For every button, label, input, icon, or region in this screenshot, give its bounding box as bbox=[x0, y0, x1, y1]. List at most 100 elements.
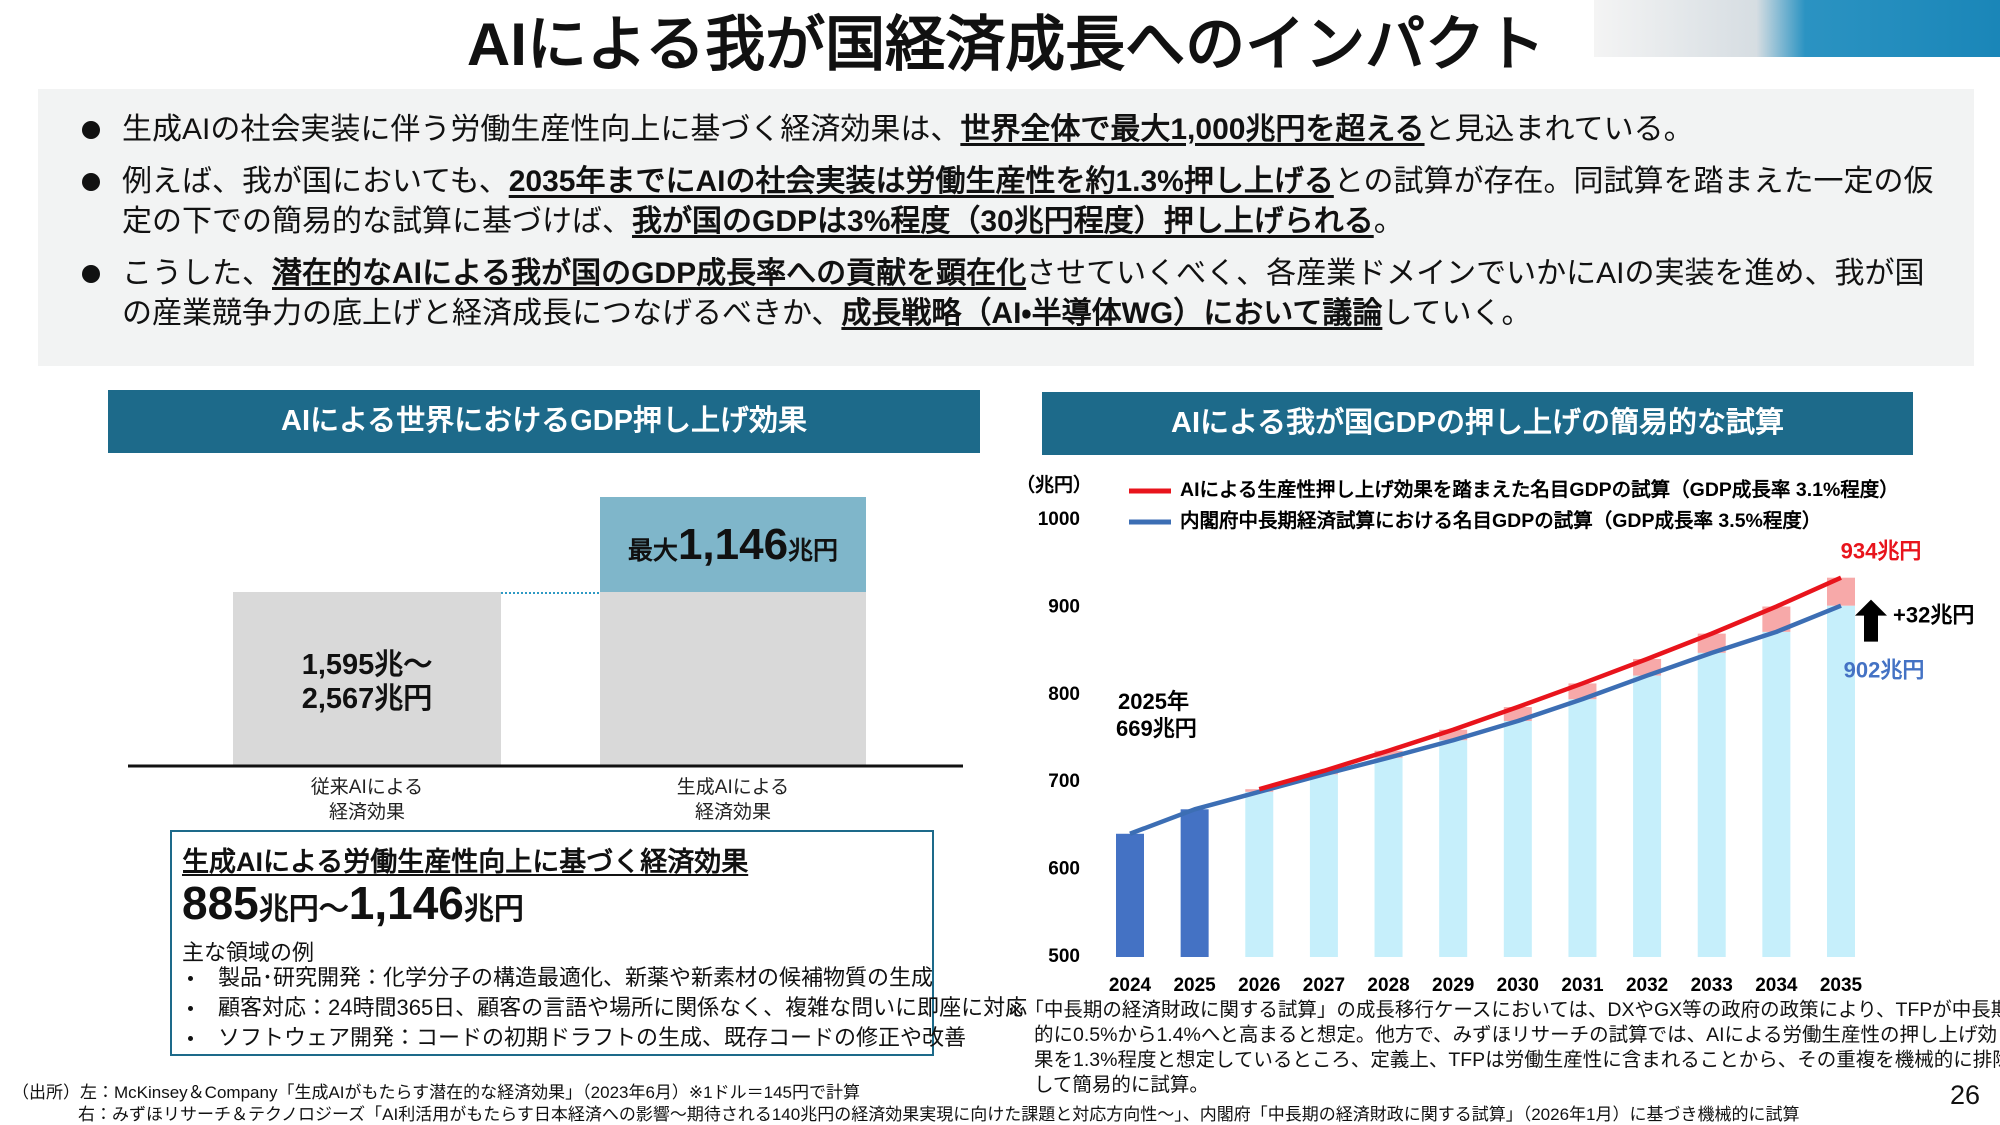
range-part: 1,146 bbox=[348, 877, 464, 929]
category-line: 生成AIによる bbox=[676, 777, 790, 798]
page-number: 26 bbox=[1950, 1080, 1981, 1110]
box-subtitle: 主な領域の例 bbox=[182, 940, 315, 965]
bullet-dot bbox=[82, 173, 100, 191]
x-tick-label: 2031 bbox=[1561, 975, 1604, 996]
bar-label-part: 最大 bbox=[627, 537, 678, 565]
corner-decoration bbox=[1594, 0, 2000, 57]
emphasis-text: 成長戦略（AI・半導体WG）において議論 bbox=[841, 297, 1383, 330]
summary-box bbox=[38, 89, 1974, 366]
bullet-text: こうした、 bbox=[122, 257, 272, 290]
y-tick-label: 900 bbox=[1048, 596, 1080, 617]
category-line: 従来AIによる bbox=[310, 777, 424, 798]
annotation: +32兆円 bbox=[1893, 602, 1974, 627]
annotation: 2025年 bbox=[1118, 689, 1189, 714]
category-label: 従来AIによる 経済効果 bbox=[233, 775, 501, 825]
box-title: 生成AIによる労働生産性向上に基づく経済効果 bbox=[182, 847, 749, 877]
bullet-list: 生成AIの社会実装に伴う労働生産性向上に基づく経済効果は、世界全体で最大1,00… bbox=[70, 110, 1950, 346]
x-tick-label: 2027 bbox=[1303, 975, 1345, 996]
x-tick-label: 2035 bbox=[1820, 975, 1863, 996]
bullet-text: との試算が存在。同試算を踏まえた一定の仮定の下での簡易的な試算に基づけば、 bbox=[122, 165, 1934, 238]
bar bbox=[1309, 774, 1338, 957]
emphasis-text: 2035年までにAIの社会実装は労働生産性を約1.3%押し上げる bbox=[508, 165, 1334, 198]
box-item: 製品･研究開発：化学分子の構造最適化、新薬や新素材の候補物質の生成 bbox=[182, 963, 1027, 993]
y-tick-label: 1000 bbox=[1038, 509, 1080, 530]
source: （出所）左：McKinsey＆Company「生成AIがもたらす潜在的な経済効果… bbox=[12, 1083, 860, 1102]
bar-label: 1,595兆～ 2,567兆円 bbox=[233, 648, 501, 716]
y-unit: （兆円） bbox=[1016, 473, 1092, 496]
annotation: 934兆円 bbox=[1841, 538, 1922, 563]
bullet-dot bbox=[82, 121, 100, 139]
bar bbox=[1374, 757, 1403, 957]
annotation: 669兆円 bbox=[1116, 716, 1197, 741]
bar-generative-base bbox=[600, 592, 866, 765]
y-tick-label: 500 bbox=[1048, 946, 1080, 967]
emphasis-text: 我が国のGDPは3%程度（30兆円程度）押し上げられる bbox=[632, 205, 1374, 238]
x-tick-label: 2032 bbox=[1626, 975, 1668, 996]
increment-bar bbox=[1439, 729, 1468, 741]
right-header: AIによる我が国GDPの押し上げの簡易的な試算 bbox=[1042, 392, 1913, 455]
bullet-text: していく。 bbox=[1382, 297, 1532, 330]
bar-label-line: 2,567兆円 bbox=[301, 683, 433, 715]
legend-label: AIによる生産性押し上げ効果を踏まえた名目GDPの試算（GDP成長率 3.1%程… bbox=[1180, 478, 1899, 501]
bullet: こうした、潜在的なAIによる我が国のGDP成長率への貢献を顕在化させていくべく、… bbox=[70, 254, 1950, 334]
x-tick-label: 2033 bbox=[1691, 975, 1733, 996]
bullet-text: させていくべく、各産業ドメインでいかにAIの実装を進め、我が国の産業競争力の底上… bbox=[122, 257, 1925, 330]
source: 右：みずほリサーチ＆テクノロジーズ「AI利活用がもたらす日本経済への影響～期待さ… bbox=[78, 1105, 1800, 1124]
y-tick-label: 700 bbox=[1048, 771, 1080, 792]
category-label: 生成AIによる 経済効果 bbox=[600, 775, 866, 825]
bar-label-part: 兆円 bbox=[788, 537, 839, 565]
x-tick-label: 2029 bbox=[1432, 975, 1474, 996]
effect-box: 生成AIによる労働生産性向上に基づく経済効果 885兆円～1,146兆円 主な領… bbox=[170, 830, 1027, 1056]
y-tick-label: 800 bbox=[1048, 684, 1080, 705]
bullet: 例えば、我が国においても、2035年までにAIの社会実装は労働生産性を約1.3%… bbox=[70, 162, 1950, 242]
bar bbox=[1439, 740, 1468, 957]
bar bbox=[1827, 605, 1855, 957]
increment-bar bbox=[1374, 750, 1403, 758]
annotation: 902兆円 bbox=[1844, 657, 1925, 682]
x-tick-label: 2034 bbox=[1755, 975, 1798, 996]
x-tick-label: 2026 bbox=[1238, 975, 1280, 996]
bar-generative-top bbox=[600, 497, 866, 592]
bar bbox=[1180, 809, 1209, 957]
x-tick-label: 2030 bbox=[1497, 975, 1539, 996]
box-range: 885兆円～1,146兆円 bbox=[182, 876, 524, 930]
box-item: 顧客対応：24時間365日、顧客の言語や場所に関係なく、複雑な問いに即座に対応 bbox=[182, 993, 1027, 1023]
bar bbox=[1503, 721, 1532, 957]
bar-label-line: 1,595兆～ bbox=[301, 649, 433, 681]
x-tick-label: 2024 bbox=[1109, 975, 1152, 996]
difference-arrow bbox=[1855, 599, 1887, 642]
bullet-text: と見込まれている。 bbox=[1424, 113, 1694, 146]
legend-label: 内閣府中長期経済試算における名目GDPの試算（GDP成長率 3.5%程度） bbox=[1180, 509, 1821, 532]
bar bbox=[1697, 652, 1726, 957]
bullet: 生成AIの社会実装に伴う労働生産性向上に基づく経済効果は、世界全体で最大1,00… bbox=[70, 110, 1950, 150]
footnote: ※「中長期の経済財政に関する試算」の成長移行ケースにおいては、DXやGX等の政府… bbox=[1008, 999, 2000, 1096]
bar bbox=[1633, 675, 1662, 957]
emphasis-text: 潜在的なAIによる我が国のGDP成長率への貢献を顕在化 bbox=[272, 257, 1027, 290]
bar bbox=[1116, 833, 1144, 957]
slide-title: AIによる我が国経済成長へのインパクト bbox=[466, 11, 1546, 78]
bullet-dot bbox=[82, 265, 100, 283]
series-line bbox=[1258, 575, 1842, 792]
category-line: 経済効果 bbox=[328, 802, 405, 823]
box-items: 製品･研究開発：化学分子の構造最適化、新薬や新素材の候補物質の生成 顧客対応：24… bbox=[182, 963, 1027, 1053]
y-tick-label: 600 bbox=[1048, 859, 1080, 880]
range-part: 885 bbox=[182, 877, 259, 929]
x-tick-label: 2028 bbox=[1367, 975, 1409, 996]
series-line bbox=[1129, 603, 1842, 836]
bar bbox=[1245, 791, 1274, 957]
bar bbox=[1568, 699, 1597, 957]
bar-label-part: 1,146 bbox=[677, 520, 789, 569]
range-part: 兆円 bbox=[463, 893, 524, 926]
left-header: AIによる世界におけるGDP押し上げ効果 bbox=[108, 390, 980, 453]
bullet-text: 。 bbox=[1373, 205, 1404, 238]
x-tick-label: 2025 bbox=[1173, 975, 1216, 996]
range-part: 兆円～ bbox=[258, 893, 349, 926]
category-line: 経済効果 bbox=[694, 802, 771, 823]
bullet-text: 生成AIの社会実装に伴う労働生産性向上に基づく経済効果は、 bbox=[122, 113, 961, 146]
bar-conventional bbox=[233, 592, 501, 765]
bar-label: 最大1,146兆円 bbox=[600, 520, 866, 570]
emphasis-text: 世界全体で最大1,000兆円を超える bbox=[960, 113, 1425, 146]
bullet-text: 例えば、我が国においても、 bbox=[122, 165, 509, 198]
